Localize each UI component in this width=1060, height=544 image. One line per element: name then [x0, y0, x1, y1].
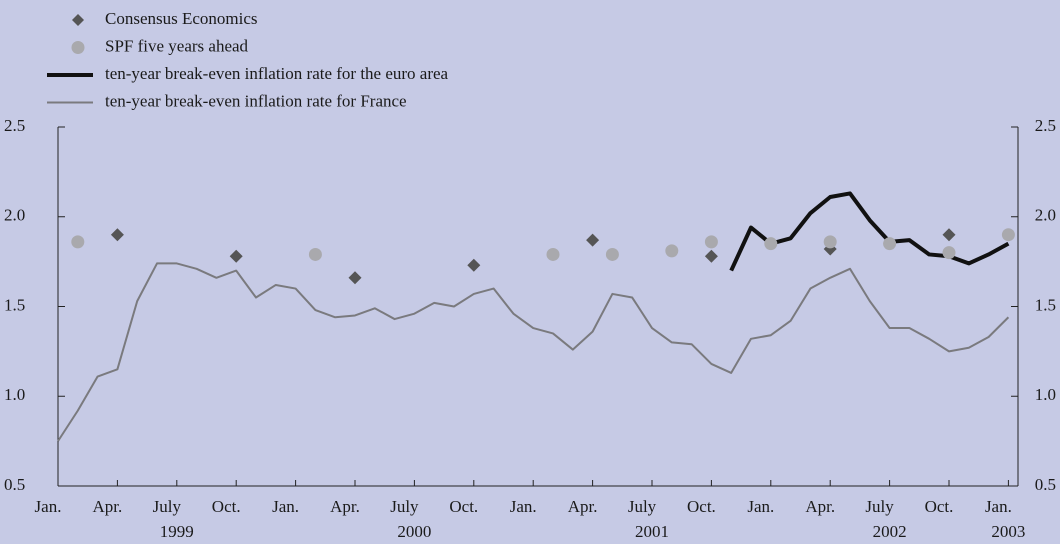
- diamond-marker: [942, 228, 956, 242]
- y2-tick-label: 2.0: [1035, 206, 1056, 225]
- x-tick-label: July: [390, 497, 419, 516]
- x-tick-label: July: [865, 497, 894, 516]
- x-tick-label: Oct.: [449, 497, 478, 516]
- legend-label: ten-year break-even inflation rate for F…: [105, 91, 407, 110]
- x-tick-label: Oct.: [212, 497, 241, 516]
- y2-tick-label: 2.5: [1035, 116, 1056, 135]
- y2-tick-label: 1.0: [1035, 385, 1056, 404]
- series-line: [57, 262, 1010, 442]
- x-tick-label: Apr.: [330, 497, 360, 516]
- x-tick-label: Apr.: [805, 497, 835, 516]
- y2-tick-label: 1.5: [1035, 295, 1056, 314]
- diamond-marker: [704, 249, 718, 263]
- x-tick-label: July: [628, 497, 657, 516]
- x-tick-label: Jan.: [747, 497, 774, 516]
- year-label: 2001: [635, 522, 669, 541]
- circle-marker: [546, 247, 560, 261]
- x-tick-label: Oct.: [687, 497, 716, 516]
- circle-marker: [1001, 228, 1015, 242]
- y-tick-label: 2.5: [4, 116, 25, 135]
- circle-marker: [704, 235, 718, 249]
- year-label: 2000: [397, 522, 431, 541]
- series-line: [729, 191, 1010, 272]
- legend-marker: [71, 41, 85, 54]
- year-label: 1999: [160, 522, 194, 541]
- y-tick-label: 1.5: [4, 295, 25, 314]
- circle-marker: [605, 247, 619, 261]
- circle-marker: [665, 244, 679, 258]
- circle-marker: [823, 235, 837, 249]
- x-tick-label: Oct.: [925, 497, 954, 516]
- x-tick-label: Jan.: [35, 497, 62, 516]
- diamond-marker: [348, 271, 362, 285]
- y-tick-label: 2.0: [4, 206, 25, 225]
- x-tick-label: Jan.: [985, 497, 1012, 516]
- x-tick-label: Apr.: [568, 497, 598, 516]
- y-tick-label: 1.0: [4, 385, 25, 404]
- diamond-marker: [467, 258, 481, 272]
- diamond-marker: [229, 249, 243, 263]
- x-tick-label: Jan.: [510, 497, 537, 516]
- diamond-marker: [586, 233, 600, 247]
- x-tick-label: July: [153, 497, 182, 516]
- legend-label: SPF five years ahead: [105, 36, 249, 55]
- y-tick-label: 0.5: [4, 475, 25, 494]
- circle-marker: [942, 246, 956, 260]
- circle-marker: [764, 237, 778, 251]
- diamond-marker: [110, 228, 124, 242]
- y2-tick-label: 0.5: [1035, 475, 1056, 494]
- circle-marker: [71, 235, 85, 249]
- year-label: 2003: [991, 522, 1025, 541]
- x-tick-label: Jan.: [272, 497, 299, 516]
- circle-marker: [308, 247, 322, 261]
- circle-marker: [883, 237, 897, 251]
- year-label: 2002: [873, 522, 907, 541]
- legend-label: Consensus Economics: [105, 9, 258, 28]
- x-tick-label: Apr.: [93, 497, 123, 516]
- legend-label: ten-year break-even inflation rate for t…: [105, 64, 449, 83]
- legend-marker: [72, 14, 84, 26]
